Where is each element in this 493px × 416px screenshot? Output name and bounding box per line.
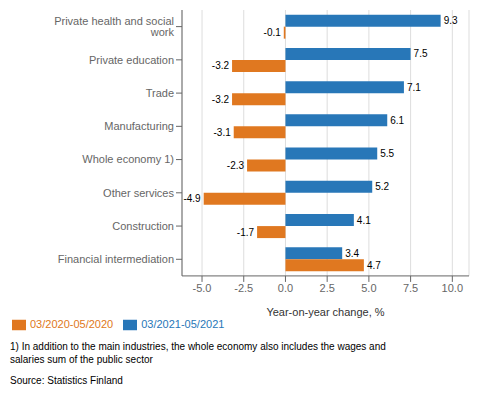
svg-text:Year-on-year change, %: Year-on-year change, % [266, 306, 384, 318]
svg-text:5.5: 5.5 [380, 148, 394, 159]
svg-text:Trade: Trade [146, 87, 174, 99]
svg-text:3.4: 3.4 [345, 248, 359, 259]
svg-text:-4.9: -4.9 [183, 193, 201, 204]
svg-text:5.2: 5.2 [375, 181, 389, 192]
svg-text:7.5: 7.5 [414, 48, 428, 59]
svg-text:10.0: 10.0 [442, 282, 463, 294]
svg-text:Manufacturing: Manufacturing [104, 120, 174, 132]
html-text:03/2021-05/2021: 03/2021-05/2021 [141, 317, 225, 330]
html-text:1) In addition to the main ind: 1) In addition to the main industries, t… [10, 341, 386, 352]
svg-text:5.0: 5.0 [361, 282, 376, 294]
svg-text:4.1: 4.1 [357, 215, 371, 226]
svg-text:4.7: 4.7 [367, 260, 381, 271]
svg-text:Financial intermediation: Financial intermediation [58, 253, 174, 265]
svg-text:-2.3: -2.3 [227, 160, 245, 171]
svg-text:6.1: 6.1 [390, 115, 404, 126]
svg-text:-3.1: -3.1 [213, 127, 231, 138]
svg-text:-3.2: -3.2 [212, 94, 230, 105]
svg-text:-5.0: -5.0 [193, 282, 212, 294]
svg-text:Construction: Construction [112, 220, 174, 232]
svg-text:-0.1: -0.1 [264, 27, 282, 38]
svg-text:-2.5: -2.5 [234, 282, 253, 294]
svg-text:7.5: 7.5 [403, 282, 418, 294]
svg-text:7.1: 7.1 [407, 82, 421, 93]
html-text:Source: Statistics Finland: Source: Statistics Finland [10, 375, 123, 386]
svg-text:9.3: 9.3 [444, 15, 458, 26]
svg-text:-1.7: -1.7 [237, 227, 255, 238]
svg-text:Whole economy 1): Whole economy 1) [82, 153, 174, 165]
svg-text:0.0: 0.0 [278, 282, 293, 294]
svg-text:Other services: Other services [103, 187, 174, 199]
svg-text:Private education: Private education [89, 54, 174, 66]
svg-text:Private health and socialwork: Private health and socialwork [54, 15, 174, 38]
svg-text:-3.2: -3.2 [212, 60, 230, 71]
html-text:03/2020-05/2020: 03/2020-05/2020 [30, 317, 114, 330]
html-text:salaries sum of the public sec: salaries sum of the public sector [10, 354, 153, 365]
svg-text:2.5: 2.5 [320, 282, 335, 294]
